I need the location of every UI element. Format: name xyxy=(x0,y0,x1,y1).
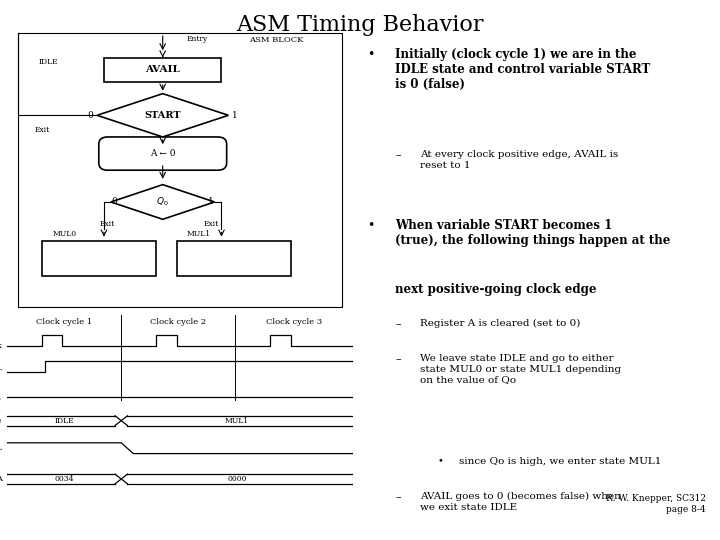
Text: Clock cycle 3: Clock cycle 3 xyxy=(266,318,322,326)
Text: •: • xyxy=(367,48,374,61)
Polygon shape xyxy=(97,93,228,137)
Text: AVAIL: AVAIL xyxy=(0,444,2,452)
Text: next positive-going clock edge: next positive-going clock edge xyxy=(395,283,597,296)
Text: A: A xyxy=(0,475,2,483)
Text: IDLE: IDLE xyxy=(55,417,74,424)
Text: $Q_0$: $Q_0$ xyxy=(0,391,2,404)
Text: We leave state IDLE and go to either
state MUL0 or state MUL1 depending
on the v: We leave state IDLE and go to either sta… xyxy=(420,354,621,384)
Bar xyxy=(104,58,222,82)
Text: •: • xyxy=(438,457,444,465)
Text: START: START xyxy=(0,368,2,375)
Bar xyxy=(42,241,156,275)
Text: Clock: Clock xyxy=(0,342,2,349)
Text: AVAIL goes to 0 (becomes false) when
we exit state IDLE: AVAIL goes to 0 (becomes false) when we … xyxy=(420,492,621,512)
Text: At every clock positive edge, AVAIL is
reset to 1: At every clock positive edge, AVAIL is r… xyxy=(420,150,618,170)
Text: Clock cycle 2: Clock cycle 2 xyxy=(150,318,206,326)
Text: –: – xyxy=(395,354,401,364)
FancyBboxPatch shape xyxy=(99,137,227,170)
Text: 0000: 0000 xyxy=(228,475,247,483)
Text: 0: 0 xyxy=(87,111,93,120)
Text: –: – xyxy=(395,492,401,502)
Text: –: – xyxy=(395,150,401,160)
Text: 1: 1 xyxy=(233,111,238,120)
Bar xyxy=(176,241,291,275)
Text: AVAIL: AVAIL xyxy=(145,65,180,75)
Text: MUL1: MUL1 xyxy=(225,417,249,424)
Text: R. W. Knepper, SC312
page 8-4: R. W. Knepper, SC312 page 8-4 xyxy=(606,494,706,514)
Text: START: START xyxy=(145,111,181,120)
Text: A ← 0: A ← 0 xyxy=(150,149,176,158)
Text: Exit: Exit xyxy=(34,126,50,134)
Text: 1: 1 xyxy=(208,198,214,206)
Text: since Qo is high, we enter state MUL1: since Qo is high, we enter state MUL1 xyxy=(459,457,661,465)
Text: State: State xyxy=(0,417,2,424)
Text: $Q_0$: $Q_0$ xyxy=(156,195,169,208)
Text: 0: 0 xyxy=(112,198,117,206)
Text: MUL0: MUL0 xyxy=(52,230,76,238)
Text: IDLE: IDLE xyxy=(38,58,58,66)
Text: –: – xyxy=(395,319,401,329)
Text: Exit: Exit xyxy=(100,220,115,228)
Polygon shape xyxy=(111,185,215,219)
Text: •: • xyxy=(367,219,374,232)
Text: Register A is cleared (set to 0): Register A is cleared (set to 0) xyxy=(420,319,580,328)
Text: When variable START becomes 1
(true), the following things happen at the: When variable START becomes 1 (true), th… xyxy=(395,219,670,247)
Text: Exit: Exit xyxy=(204,220,219,228)
Text: Clock cycle 1: Clock cycle 1 xyxy=(36,318,92,326)
Text: ASM Timing Behavior: ASM Timing Behavior xyxy=(236,14,484,36)
Text: Initially (clock cycle 1) we are in the
IDLE state and control variable START
is: Initially (clock cycle 1) we are in the … xyxy=(395,48,651,91)
Text: Entry: Entry xyxy=(187,35,208,43)
Text: MUL1: MUL1 xyxy=(187,230,211,238)
Text: 0034: 0034 xyxy=(55,475,74,483)
Text: ASM BLOCK: ASM BLOCK xyxy=(250,36,304,44)
